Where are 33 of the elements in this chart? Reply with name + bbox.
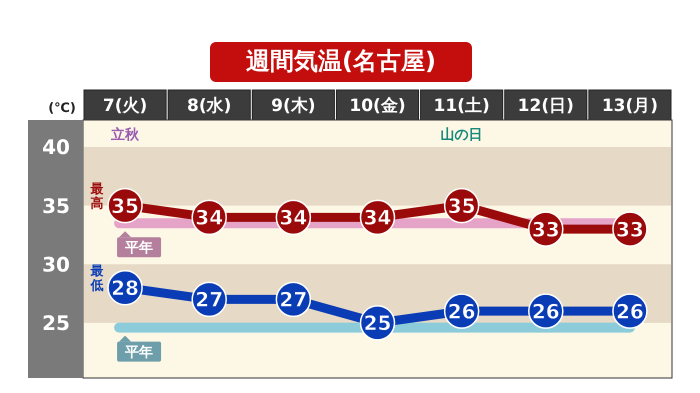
data-label: 26 [448,299,476,324]
data-label: 34 [279,206,308,230]
x-tick-label: 10(金) [349,96,406,116]
data-label: 34 [364,206,392,230]
ref-line-label: 平年 [124,240,154,256]
data-label: 27 [279,288,308,312]
y-tick-label: 35 [42,194,70,218]
y-tick-label: 40 [42,135,70,160]
data-label: 33 [616,217,644,242]
data-label: 26 [532,299,560,324]
ref-line-label: 平年 [124,344,154,361]
data-label: 28 [111,276,139,300]
data-label: 33 [532,217,560,242]
y-tick-label: 25 [42,311,70,336]
data-label: 26 [616,299,644,324]
x-tick-label: 8(水) [187,96,232,116]
x-tick-label: 7(火) [102,96,148,116]
chart-title: 週間気温(名古屋) [246,47,436,75]
annotation: 立秋 [110,126,140,143]
x-tick-label: 12(日) [518,96,574,116]
data-label: 27 [195,288,224,312]
data-label: 35 [448,194,476,218]
y-axis-title: (℃) [48,101,76,116]
x-tick-label: 11(土) [434,96,490,116]
x-tick-label: 13(月) [602,96,658,116]
series-label: 最高 [90,182,104,212]
data-label: 35 [111,194,139,218]
annotation: 山の日 [440,127,483,143]
series-label: 最低 [90,264,104,294]
x-tick-label: 9(木) [271,96,316,116]
y-tick-label: 30 [42,252,70,276]
data-label: 34 [195,206,224,230]
data-label: 25 [364,311,392,336]
